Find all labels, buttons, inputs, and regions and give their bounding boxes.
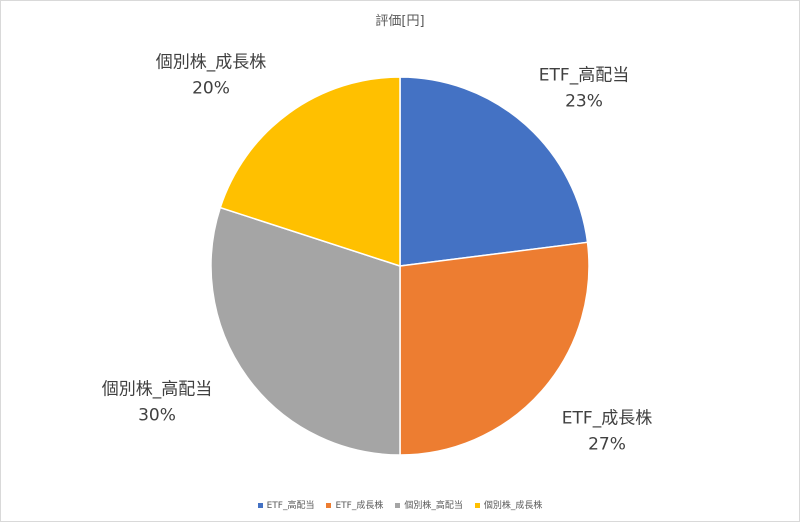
legend-item: 個別株_高配当	[395, 498, 463, 511]
slice-category-label: 個別株_高配当	[101, 379, 213, 400]
legend-item: ETF_高配当	[257, 498, 315, 511]
slice-label-2: ETF_成長株 27%	[562, 407, 652, 458]
slice-category-label: ETF_高配当	[538, 65, 630, 86]
slice-percent-label: 20%	[192, 78, 230, 98]
legend-swatch-icon	[395, 503, 401, 508]
slice-label-4: 個別株_成長株 20%	[156, 51, 267, 102]
slice-percent-label: 27%	[588, 434, 626, 454]
legend-label: ETF_高配当	[266, 501, 315, 511]
legend-label: 個別株_高配当	[404, 501, 463, 511]
legend-label: 個別株_成長株	[483, 501, 543, 511]
pie-slice-4	[219, 76, 401, 268]
legend-label: ETF_成長株	[335, 501, 384, 511]
chart-title: 評価[円]	[375, 14, 425, 29]
legend-item: ETF_成長株	[326, 498, 383, 511]
legend-item: 個別株_成長株	[474, 498, 543, 511]
pie-slice-3	[210, 206, 401, 456]
pie-slice-2	[399, 241, 590, 456]
slice-percent-label: 23%	[565, 91, 603, 111]
slice-label-3: 個別株_高配当 30%	[102, 378, 213, 429]
slice-label-1: ETF_高配当 23%	[539, 64, 629, 115]
pie-slice-1	[399, 76, 589, 267]
legend-swatch-icon	[474, 503, 480, 508]
slice-category-label: ETF_成長株	[561, 408, 653, 429]
slice-percent-label: 30%	[138, 405, 176, 425]
legend: ETF_高配当 ETF_成長株 個別株_高配当 個別株_成長株	[1, 498, 799, 511]
slice-category-label: 個別株_成長株	[155, 52, 267, 73]
legend-swatch-icon	[257, 503, 263, 508]
legend-swatch-icon	[326, 503, 332, 508]
